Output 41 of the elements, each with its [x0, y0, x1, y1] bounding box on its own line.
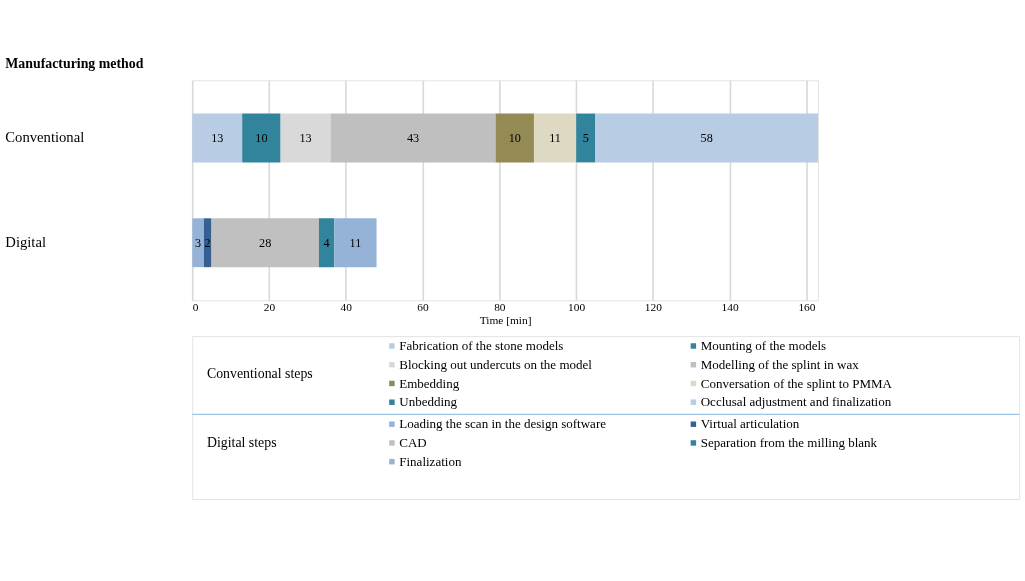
legend-label: Conversation of the splint to PMMA: [700, 375, 893, 391]
data-label: 11: [549, 131, 561, 146]
legend-label: Unbedding: [399, 394, 458, 410]
legend-label: Fabrication of the stone models: [399, 338, 564, 354]
x-tick-label: 40: [340, 301, 353, 314]
data-label: 58: [700, 131, 713, 146]
legend-label: Virtual articulation: [700, 416, 800, 432]
data-label: 28: [259, 235, 272, 250]
x-tick-label: 20: [263, 301, 276, 314]
data-label: 10: [508, 131, 521, 146]
data-label: 13: [211, 131, 224, 146]
data-label: 2: [204, 235, 211, 250]
x-tick-label: 100: [568, 301, 586, 314]
data-label: 4: [323, 235, 330, 250]
data-label: 5: [582, 131, 589, 146]
text: Conventional steps: [206, 366, 313, 382]
data-label: 10: [255, 131, 268, 146]
x-tick-label: 0: [192, 301, 199, 314]
legend-label: Occlusal adjustment and finalization: [700, 394, 892, 410]
y-tick-label: Conventional: [5, 129, 85, 146]
legend-label: Finalization: [399, 453, 462, 469]
data-label: 43: [406, 131, 420, 146]
x-tick-label: 160: [798, 301, 816, 314]
data-label: 3: [194, 235, 202, 250]
x-tick-label: 80: [494, 301, 506, 314]
text: Digital steps: [206, 435, 277, 451]
legend-label: Mounting of the models: [700, 338, 827, 354]
legend-label: Loading the scan in the design software: [399, 416, 607, 432]
legend-label: Separation from the milling blank: [700, 435, 878, 451]
y-axis-title: Manufacturing method: [5, 55, 144, 71]
legend-label: Modelling of the splint in wax: [700, 356, 860, 372]
x-tick-label: 120: [644, 301, 663, 314]
x-tick-label: 60: [417, 301, 430, 314]
data-label: 13: [299, 131, 312, 146]
legend-label: Embedding: [399, 375, 460, 391]
x-axis-title: Time [min]: [479, 314, 532, 327]
x-tick-label: 140: [721, 301, 739, 314]
legend-label: CAD: [399, 435, 427, 451]
data-label: 11: [349, 235, 362, 250]
legend-label: Blocking out undercuts on the model: [399, 356, 593, 372]
y-tick-label: Digital: [5, 233, 47, 250]
